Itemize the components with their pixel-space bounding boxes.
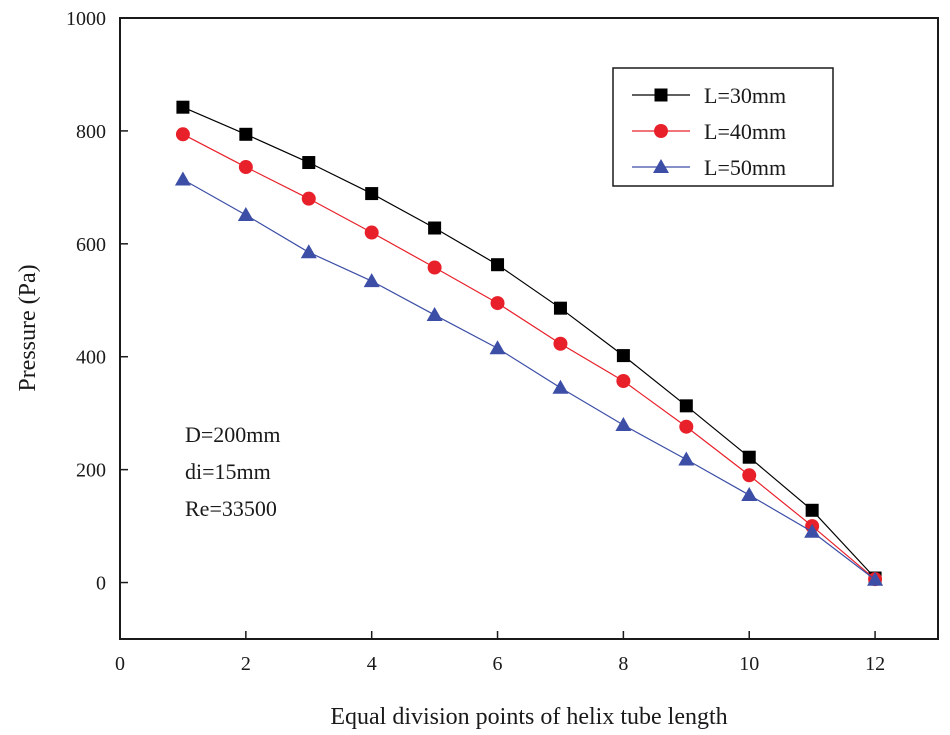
data-point-3 xyxy=(741,487,758,502)
parameter-annotations: D=200mm di=15mm Re=33500 xyxy=(185,422,281,521)
y-tick-label: 0 xyxy=(96,573,106,595)
data-point-3 xyxy=(867,571,884,586)
data-point-1 xyxy=(491,258,505,272)
x-tick-label: 6 xyxy=(493,653,503,675)
ticks-layer: 0 2 4 6 8 10 12 0 200 400 600 800 1000 xyxy=(66,8,885,675)
y-tick-label: 600 xyxy=(76,234,106,256)
data-point-3 xyxy=(489,340,506,355)
y-tick-label: 200 xyxy=(76,460,106,482)
data-point-2 xyxy=(553,336,568,351)
data-point-1 xyxy=(742,450,756,464)
data-point-2 xyxy=(742,468,757,483)
data-point-2 xyxy=(238,160,253,175)
data-point-1 xyxy=(553,301,567,315)
series-line-2 xyxy=(182,133,876,580)
data-point-2 xyxy=(175,127,190,142)
y-tick-label: 400 xyxy=(76,347,106,369)
data-point-2 xyxy=(679,419,694,434)
data-point-2 xyxy=(490,296,505,311)
data-point-1 xyxy=(176,100,190,114)
data-point-3 xyxy=(804,523,821,538)
x-tick-label: 2 xyxy=(241,653,251,675)
legend-items: L=30mm L=40mm L=50mm xyxy=(632,83,786,180)
data-point-3 xyxy=(552,379,569,394)
data-point-2 xyxy=(364,225,379,240)
y-tick-label: 1000 xyxy=(66,8,106,30)
marks-layer xyxy=(174,100,884,587)
legend-box xyxy=(612,67,834,187)
data-point-2 xyxy=(301,191,316,206)
x-tick-label: 8 xyxy=(618,653,628,675)
data-point-3 xyxy=(615,417,632,432)
annotation-reynolds: Re=33500 xyxy=(185,496,277,521)
annotation-inner-diameter: di=15mm xyxy=(185,459,271,484)
data-point-1 xyxy=(239,127,253,141)
data-point-3 xyxy=(678,451,695,466)
data-point-3 xyxy=(426,306,443,321)
x-tick-label: 0 xyxy=(115,653,125,675)
data-point-3 xyxy=(237,207,254,222)
x-tick-label: 12 xyxy=(865,653,885,675)
y-tick-label: 800 xyxy=(76,121,106,143)
data-point-1 xyxy=(428,221,442,235)
x-tick-label: 10 xyxy=(739,653,759,675)
data-point-3 xyxy=(300,244,317,259)
data-point-1 xyxy=(302,156,316,170)
x-axis-title: Equal division points of helix tube leng… xyxy=(330,704,727,730)
legend-label-1: L=30mm xyxy=(704,83,786,108)
legend-marker-2 xyxy=(654,124,668,138)
data-point-3 xyxy=(363,273,380,288)
x-tick-label: 4 xyxy=(367,653,377,675)
annotation-diameter: D=200mm xyxy=(185,422,281,447)
data-point-1 xyxy=(365,187,379,201)
series-line-3 xyxy=(182,178,876,581)
data-point-1 xyxy=(679,399,693,413)
data-point-2 xyxy=(427,260,442,275)
data-point-3 xyxy=(174,171,191,186)
legend-label-2: L=40mm xyxy=(704,119,786,144)
legend: L=30mm L=40mm L=50mm xyxy=(612,67,834,187)
data-point-1 xyxy=(805,503,819,517)
plot-frame xyxy=(119,17,939,640)
legend-marker-3 xyxy=(653,159,669,173)
legend-marker-1 xyxy=(654,88,668,102)
data-point-1 xyxy=(616,349,630,363)
data-point-2 xyxy=(616,374,631,389)
series-line-1 xyxy=(182,106,876,579)
legend-label-3: L=50mm xyxy=(704,155,786,180)
y-axis-title: Pressure (Pa) xyxy=(15,264,41,391)
